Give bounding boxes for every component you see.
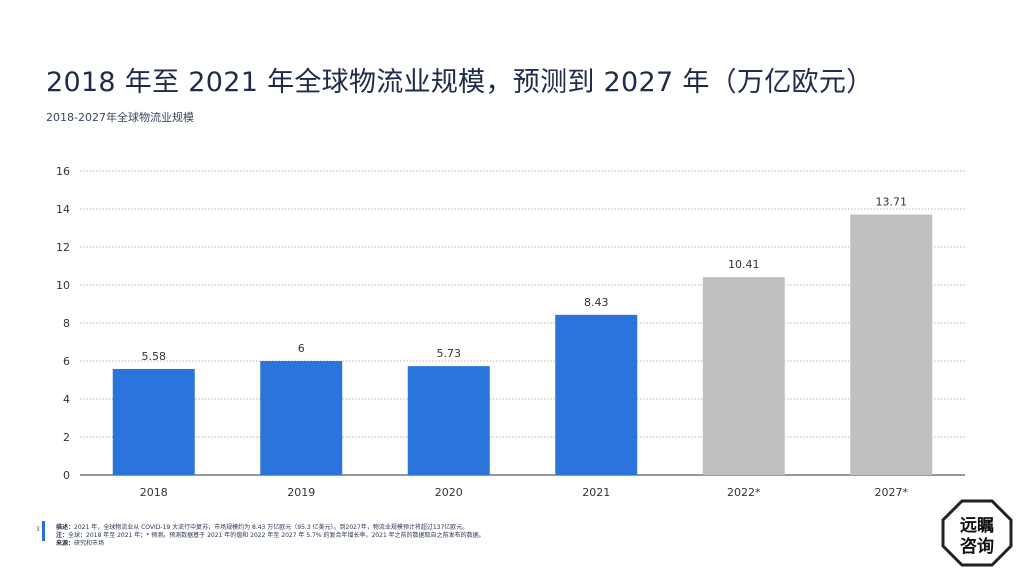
bar-value-label: 5.58 <box>142 350 167 363</box>
logo-text-bottom: 咨询 <box>960 536 994 557</box>
note-line: 注：全球；2018 年至 2021 年；* 预测。预测数据基于 2021 年的值… <box>56 532 916 540</box>
chart-subtitle: 2018-2027年全球物流业规模 <box>46 111 194 124</box>
bar-value-label: 8.43 <box>584 296 609 309</box>
y-tick-label: 10 <box>56 279 70 292</box>
y-tick-label: 14 <box>56 203 70 216</box>
bar-value-label: 6 <box>298 342 305 355</box>
description-text: 2021 年，全球物流业从 COVID-19 大流行中复苏，市场规模约为 8.4… <box>74 524 469 531</box>
y-axis-ticks: 0 2 4 6 8 10 12 14 16 <box>56 165 70 482</box>
bar-value-label: 5.73 <box>437 347 462 360</box>
x-tick-label: 2022* <box>727 486 761 499</box>
bar-2022-forecast <box>702 277 785 475</box>
x-tick-label: 2021 <box>582 486 610 499</box>
bar-chart: 0 2 4 6 8 10 12 14 16 5.58 6 5.73 8.43 10.41 13.71 20… <box>56 165 965 499</box>
chart-title: 2018 年至 2021 年全球物流业规模，预测到 2027 年（万亿欧元） <box>46 67 874 98</box>
bar-value-label: 13.71 <box>876 196 908 209</box>
logo-text-top: 远瞩 <box>960 516 994 536</box>
y-tick-label: 16 <box>56 165 70 178</box>
y-tick-label: 8 <box>63 317 70 330</box>
bar-2018 <box>112 368 195 475</box>
value-labels: 5.58 6 5.73 8.43 10.41 13.71 <box>142 196 908 363</box>
source-text: 研究和市场 <box>74 540 105 547</box>
page-number: 3 <box>36 526 40 533</box>
description-label: 描述： <box>56 524 75 531</box>
bar-2021 <box>555 314 638 475</box>
x-axis-ticks: 2018 2019 2020 2021 2022* 2027* <box>140 486 909 499</box>
company-logo: 远瞩 咨询 <box>941 499 1013 567</box>
bar-value-label: 10.41 <box>728 258 760 271</box>
y-tick-label: 4 <box>63 393 70 406</box>
x-tick-label: 2019 <box>287 486 315 499</box>
bar-2027-forecast <box>850 214 933 475</box>
y-tick-label: 6 <box>63 355 70 368</box>
footer-accent-bar <box>42 521 45 541</box>
bars <box>112 214 933 475</box>
bar-2020 <box>407 366 490 475</box>
y-tick-label: 0 <box>63 469 70 482</box>
gridlines <box>80 170 965 476</box>
y-tick-label: 2 <box>63 431 70 444</box>
note-label: 注： <box>56 532 69 539</box>
bar-2019 <box>260 361 343 475</box>
x-tick-label: 2027* <box>875 486 909 499</box>
note-text: 全球；2018 年至 2021 年；* 预测。预测数据基于 2021 年的值和 … <box>68 532 485 539</box>
chart-notes: 描述：2021 年，全球物流业从 COVID-19 大流行中复苏，市场规模约为 … <box>56 524 916 548</box>
x-tick-label: 2018 <box>140 486 168 499</box>
description-line: 描述：2021 年，全球物流业从 COVID-19 大流行中复苏，市场规模约为 … <box>56 524 916 532</box>
x-tick-label: 2020 <box>435 486 463 499</box>
source-line: 来源：研究和市场 <box>56 540 916 548</box>
y-tick-label: 12 <box>56 241 70 254</box>
source-label: 来源： <box>56 540 75 547</box>
